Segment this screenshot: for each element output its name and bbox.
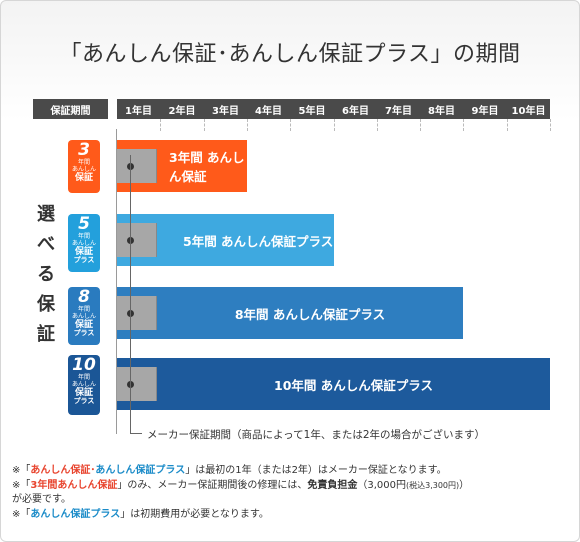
year-tick-6 xyxy=(377,119,379,131)
footnote-2: ※「3年間あんしん保証」のみ、メーカー保証期間後の修理には、免責負担金（3,00… xyxy=(12,479,470,491)
footnotes: ※「あんしん保証･あんしん保証プラス」は最初の1年（または2年）はメーカー保証と… xyxy=(12,464,469,522)
badge-unit: 年間 xyxy=(77,233,90,240)
year-tick-10 xyxy=(550,119,552,131)
footnote-2-cont: が必要です。 xyxy=(12,494,71,505)
warranty-bar-label: 5年間 あんしん保証プラス xyxy=(183,233,334,249)
warranty-bar-label: 8年間 あんしん保証プラス xyxy=(234,306,386,322)
year-header-8: 8年目 xyxy=(420,99,463,119)
badge-line2: 保証 xyxy=(74,388,93,398)
badge-line1: あんしん xyxy=(71,166,96,173)
year-tick-3 xyxy=(247,119,249,131)
warranty-bar-label: 10年間 あんしん保証プラス xyxy=(274,377,433,393)
badge-line2: 保証 xyxy=(74,173,93,183)
badge-line3: プラス xyxy=(73,397,95,405)
year-header-1: 1年目 xyxy=(117,99,160,119)
year-header-2: 2年目 xyxy=(160,99,204,119)
footnote-3: ※「あんしん保証プラス」は初期費用が必要となります。 xyxy=(12,508,269,520)
maker-warranty-line xyxy=(130,155,131,410)
year-header-3: 3年目 xyxy=(204,99,247,119)
badge-years: 3 xyxy=(78,140,90,160)
year-header-6: 6年目 xyxy=(334,99,377,119)
maker-warranty-note: メーカー保証期間（商品によって1年、または2年の場合がございます） xyxy=(147,429,486,441)
maker-warranty-line-end xyxy=(130,410,142,434)
warranty-badge-5yr: 5 年間 あんしん 保証 プラス xyxy=(68,214,100,272)
badge-years: 8 xyxy=(78,287,90,307)
year-tick-8 xyxy=(463,119,465,131)
badge-line2: 保証 xyxy=(74,247,93,257)
maker-warranty-segment xyxy=(117,367,157,401)
maker-warranty-segment xyxy=(117,223,157,257)
warranty-bar-10yr: 10年間 あんしん保証プラス xyxy=(117,358,550,410)
badge-years: 5 xyxy=(78,214,90,234)
year-header-5: 5年目 xyxy=(290,99,334,119)
year-header-4: 4年目 xyxy=(247,99,290,119)
badge-line2: 保証 xyxy=(74,320,93,330)
badge-line1: あんしん xyxy=(71,313,96,320)
badge-line1: あんしん xyxy=(71,240,96,247)
header-period-label: 保証期間 xyxy=(33,99,108,119)
header-gap xyxy=(112,99,113,119)
maker-warranty-segment xyxy=(117,149,157,183)
year-tick-7 xyxy=(420,119,422,131)
year-zero-axis xyxy=(116,129,117,434)
warranty-badge-3yr: 3 年間 あんしん 保証 xyxy=(68,140,100,193)
footnote-1: ※「あんしん保証･あんしん保証プラス」は最初の1年（または2年）はメーカー保証と… xyxy=(12,465,447,476)
year-header-10: 10年目 xyxy=(507,99,550,119)
selectable-warranty-label: 選 べ る 保 証 xyxy=(37,204,55,345)
maker-warranty-segment xyxy=(117,296,157,330)
year-tick-2 xyxy=(204,119,206,131)
year-tick-1 xyxy=(160,119,162,131)
page-title: 「あんしん保証･あんしん保証プラス」の期間 xyxy=(59,42,521,67)
badge-unit: 年間 xyxy=(77,159,90,166)
badge-years: 10 xyxy=(72,355,96,375)
warranty-bar-8yr: 8年間 あんしん保証プラス xyxy=(117,287,463,339)
year-tick-4 xyxy=(290,119,292,131)
year-tick-9 xyxy=(507,119,509,131)
badge-line3: プラス xyxy=(73,329,95,337)
badge-line3: プラス xyxy=(73,256,95,264)
year-header-7: 7年目 xyxy=(377,99,420,119)
badge-unit: 年間 xyxy=(77,306,90,313)
warranty-badge-10yr: 10 年間 あんしん 保証 プラス xyxy=(68,355,100,415)
year-tick-5 xyxy=(334,119,336,131)
warranty-badge-8yr: 8 年間 あんしん 保証 プラス xyxy=(68,287,100,345)
badge-line1: あんしん xyxy=(71,381,96,388)
badge-unit: 年間 xyxy=(77,374,90,381)
year-header-9: 9年目 xyxy=(463,99,507,119)
warranty-bar-label: 3年間 あんしん保証 xyxy=(169,150,245,184)
